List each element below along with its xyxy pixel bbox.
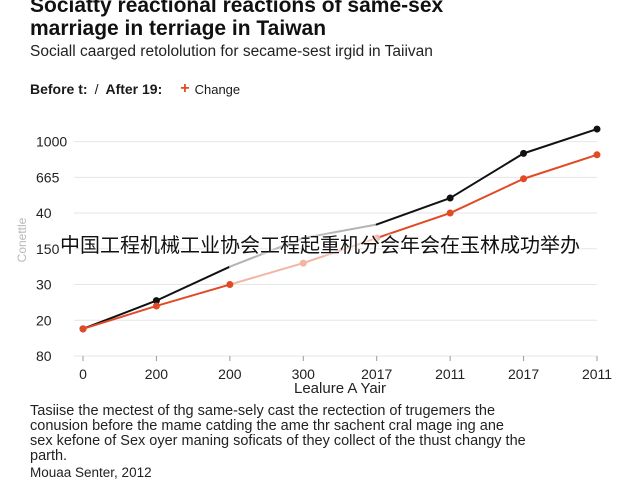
x-tick-label: 0 (79, 366, 87, 382)
data-point (79, 325, 87, 333)
series-change (79, 151, 601, 333)
caption-line-2: conusion before the mame catding the ame… (30, 418, 504, 434)
series-segment (302, 237, 378, 265)
data-point (520, 149, 528, 157)
series-segment (449, 152, 525, 200)
chart-caption: Tasiise the mectest of thg same-sely cas… (30, 404, 610, 464)
x-tick-label: 2011 (435, 366, 465, 382)
x-axis-ticks: 0 200 200 300 2017 2011 2017 2011 (79, 356, 612, 382)
line-chart: 80 20 30 150 40 665 1000 0 200 200 300 2017 2011 201… (36, 125, 612, 382)
series-segment (522, 153, 598, 180)
y-axis-ticks: 80 20 30 150 40 665 1000 (36, 134, 67, 364)
chart-source: Mouaa Senter, 2012 (30, 465, 152, 480)
x-tick-label: 200 (145, 366, 169, 382)
x-tick-label: 2011 (582, 366, 612, 382)
series-segment (228, 262, 305, 286)
legend-after-label: After 19: (105, 81, 163, 97)
data-point (152, 302, 160, 310)
series-segment (522, 128, 598, 155)
chart-grid (74, 141, 597, 357)
chart-subtitle: Sociall caarged retololution for secame-… (30, 43, 433, 60)
data-point (226, 281, 234, 289)
data-point (299, 259, 307, 267)
series-segment (302, 223, 378, 240)
x-tick-label: 2017 (361, 366, 392, 382)
x-axis-label: Lealure A Yair (293, 380, 387, 397)
data-point (373, 234, 381, 242)
caption-line-3: sex kefone of Sex oyer maning soficats o… (30, 433, 526, 449)
chart-legend: Before t: / After 19: + Change (30, 80, 240, 98)
series-segment (82, 304, 158, 330)
data-point (152, 297, 160, 305)
data-point (593, 151, 601, 159)
y-tick-label: 80 (36, 348, 52, 364)
data-point (446, 194, 454, 202)
caption-line-1: Tasiise the mectest of thg same-sely cas… (30, 403, 496, 419)
chart-title-line-2: marriage in terriage in Taiwan (30, 17, 327, 40)
y-tick-label: 40 (36, 205, 52, 221)
series-segment (449, 177, 525, 215)
y-tick-label: 665 (36, 169, 60, 185)
x-tick-label: 2017 (508, 366, 539, 382)
data-point (593, 125, 601, 133)
series-segment (375, 212, 452, 240)
series-segment (228, 237, 305, 268)
y-tick-label: 20 (36, 312, 52, 328)
legend-change-marker-icon: + (180, 80, 190, 97)
y-tick-label: 1000 (36, 134, 67, 150)
data-point (520, 175, 528, 183)
overlay-caption: 中国工程机械工业协会工程起重机分会年会在玉林成功举办 (60, 233, 580, 257)
caption-line-4: parth. (30, 448, 68, 464)
legend-change-label: Change (194, 81, 241, 97)
y-tick-label: 30 (36, 277, 52, 293)
chart-title-line-1: Sociatty reactional reactions of same-se… (30, 0, 444, 17)
series-segment (155, 265, 231, 302)
x-tick-label: 200 (218, 366, 242, 382)
chart-series (79, 125, 601, 333)
y-tick-label: 150 (36, 241, 60, 257)
legend-separator: / (94, 81, 99, 97)
data-point (446, 209, 454, 217)
series-segment (375, 197, 452, 226)
series-segment (155, 283, 231, 307)
x-tick-label: 300 (292, 366, 316, 382)
legend-before-label: Before t: (30, 81, 88, 97)
chart-title: Sociatty reactional reactions of same-se… (30, 0, 443, 40)
